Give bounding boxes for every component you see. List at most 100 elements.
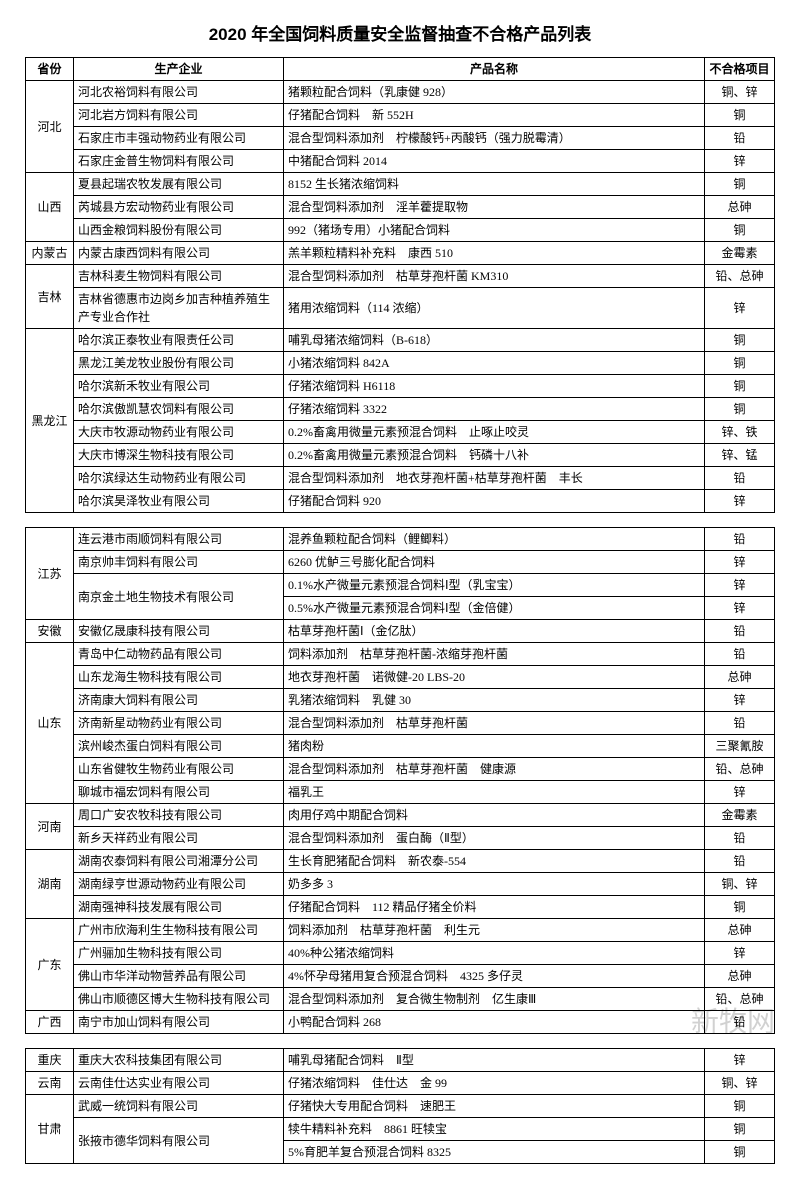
cell-company: 周口广安农牧科技有限公司 <box>74 804 284 827</box>
cell-item: 铜 <box>705 375 775 398</box>
table-row: 山东龙海生物科技有限公司地衣芽孢杆菌 诺微健-20 LBS-20总砷 <box>26 666 775 689</box>
cell-product: 5%育肥羊复合预混合饲料 8325 <box>284 1141 705 1164</box>
cell-company: 广州骊加生物科技有限公司 <box>74 942 284 965</box>
cell-company: 张掖市德华饲料有限公司 <box>74 1118 284 1164</box>
cell-item: 锌 <box>705 551 775 574</box>
cell-company: 湖南农泰饲料有限公司湘潭分公司 <box>74 850 284 873</box>
table-row: 新乡天祥药业有限公司混合型饲料添加剂 蛋白酶（Ⅱ型）铅 <box>26 827 775 850</box>
cell-product: 0.2%畜禽用微量元素预混合饲料 止啄止咬灵 <box>284 421 705 444</box>
cell-product: 仔猪快大专用配合饲料 速肥王 <box>284 1095 705 1118</box>
cell-company: 滨州峻杰蛋白饲料有限公司 <box>74 735 284 758</box>
cell-product: 混合型饲料添加剂 枯草芽孢杆菌 健康源 <box>284 758 705 781</box>
table-row: 河北河北农裕饲料有限公司猪颗粒配合饲料（乳康健 928）铜、锌 <box>26 81 775 104</box>
table-row: 张掖市德华饲料有限公司犊牛精料补充料 8861 旺犊宝铜 <box>26 1118 775 1141</box>
page-title: 2020 年全国饲料质量安全监督抽查不合格产品列表 <box>25 20 775 45</box>
cell-product: 992（猪场专用）小猪配合饲料 <box>284 219 705 242</box>
cell-product: 枯草芽孢杆菌Ⅰ（金亿肽） <box>284 620 705 643</box>
table-row: 广州骊加生物科技有限公司40%种公猪浓缩饲料锌 <box>26 942 775 965</box>
cell-item: 铅 <box>705 528 775 551</box>
cell-item: 总砷 <box>705 965 775 988</box>
cell-province: 山东 <box>26 643 74 804</box>
cell-company: 吉林科麦生物饲料有限公司 <box>74 265 284 288</box>
col-product: 产品名称 <box>284 58 705 81</box>
cell-province: 湖南 <box>26 850 74 919</box>
cell-company: 大庆市牧源动物药业有限公司 <box>74 421 284 444</box>
table-row: 安徽安徽亿晟康科技有限公司枯草芽孢杆菌Ⅰ（金亿肽）铅 <box>26 620 775 643</box>
cell-product: 仔猪配合饲料 112 精品仔猪全价料 <box>284 896 705 919</box>
section-spacer <box>26 1034 775 1049</box>
cell-product: 犊牛精料补充料 8861 旺犊宝 <box>284 1118 705 1141</box>
cell-province: 广西 <box>26 1011 74 1034</box>
cell-item: 铜 <box>705 398 775 421</box>
cell-company: 济南康大饲料有限公司 <box>74 689 284 712</box>
cell-product: 8152 生长猪浓缩饲料 <box>284 173 705 196</box>
cell-company: 青岛中仁动物药品有限公司 <box>74 643 284 666</box>
cell-item: 铅 <box>705 620 775 643</box>
cell-item: 铜 <box>705 1095 775 1118</box>
table-row: 滨州峻杰蛋白饲料有限公司猪肉粉三聚氰胺 <box>26 735 775 758</box>
table-row: 山东青岛中仁动物药品有限公司饲料添加剂 枯草芽孢杆菌-浓缩芽孢杆菌铅 <box>26 643 775 666</box>
cell-item: 锌 <box>705 574 775 597</box>
cell-item: 铜 <box>705 104 775 127</box>
table-row: 大庆市牧源动物药业有限公司0.2%畜禽用微量元素预混合饲料 止啄止咬灵锌、铁 <box>26 421 775 444</box>
cell-product: 猪用浓缩饲料（114 浓缩） <box>284 288 705 329</box>
table-row: 内蒙古内蒙古康西饲料有限公司羔羊颗粒精料补充料 康西 510金霉素 <box>26 242 775 265</box>
cell-product: 混合型饲料添加剂 地衣芽孢杆菌+枯草芽孢杆菌 丰长 <box>284 467 705 490</box>
cell-product: 仔猪浓缩饲料 佳仕达 金 99 <box>284 1072 705 1095</box>
table-row: 吉林吉林科麦生物饲料有限公司混合型饲料添加剂 枯草芽孢杆菌 KM310铅、总砷 <box>26 265 775 288</box>
cell-item: 铅、总砷 <box>705 988 775 1011</box>
cell-company: 山东龙海生物科技有限公司 <box>74 666 284 689</box>
cell-company: 连云港市雨顺饲料有限公司 <box>74 528 284 551</box>
cell-item: 铜 <box>705 1118 775 1141</box>
table-row: 重庆重庆大农科技集团有限公司哺乳母猪配合饲料 Ⅱ型锌 <box>26 1049 775 1072</box>
cell-product: 福乳王 <box>284 781 705 804</box>
data-table: 省份 生产企业 产品名称 不合格项目 河北河北农裕饲料有限公司猪颗粒配合饲料（乳… <box>25 57 775 1164</box>
cell-company: 云南佳仕达实业有限公司 <box>74 1072 284 1095</box>
cell-item: 铅 <box>705 127 775 150</box>
cell-product: 地衣芽孢杆菌 诺微健-20 LBS-20 <box>284 666 705 689</box>
cell-company: 内蒙古康西饲料有限公司 <box>74 242 284 265</box>
cell-company: 大庆市博深生物科技有限公司 <box>74 444 284 467</box>
cell-province: 黑龙江 <box>26 329 74 513</box>
cell-company: 石家庄金普生物饲料有限公司 <box>74 150 284 173</box>
cell-company: 南宁市加山饲料有限公司 <box>74 1011 284 1034</box>
cell-company: 哈尔滨正泰牧业有限责任公司 <box>74 329 284 352</box>
cell-province: 河南 <box>26 804 74 850</box>
cell-item: 铅 <box>705 1011 775 1034</box>
cell-province: 内蒙古 <box>26 242 74 265</box>
cell-province: 甘肃 <box>26 1095 74 1164</box>
table-row: 山西金粮饲料股份有限公司992（猪场专用）小猪配合饲料铜 <box>26 219 775 242</box>
cell-product: 混合型饲料添加剂 淫羊藿提取物 <box>284 196 705 219</box>
table-row: 济南康大饲料有限公司乳猪浓缩饲料 乳健 30锌 <box>26 689 775 712</box>
cell-product: 乳猪浓缩饲料 乳健 30 <box>284 689 705 712</box>
cell-product: 奶多多 3 <box>284 873 705 896</box>
table-row: 黑龙江哈尔滨正泰牧业有限责任公司哺乳母猪浓缩饲料（B-618）铜 <box>26 329 775 352</box>
cell-company: 重庆大农科技集团有限公司 <box>74 1049 284 1072</box>
table-row: 芮城县方宏动物药业有限公司混合型饲料添加剂 淫羊藿提取物总砷 <box>26 196 775 219</box>
cell-product: 猪肉粉 <box>284 735 705 758</box>
cell-item: 铜、锌 <box>705 81 775 104</box>
cell-product: 饲料添加剂 枯草芽孢杆菌-浓缩芽孢杆菌 <box>284 643 705 666</box>
table-row: 湖南强神科技发展有限公司仔猪配合饲料 112 精品仔猪全价料铜 <box>26 896 775 919</box>
cell-product: 仔猪浓缩饲料 3322 <box>284 398 705 421</box>
table-row: 广西南宁市加山饲料有限公司小鸭配合饲料 268铅 <box>26 1011 775 1034</box>
cell-item: 锌 <box>705 597 775 620</box>
cell-item: 铅、总砷 <box>705 265 775 288</box>
cell-item: 金霉素 <box>705 804 775 827</box>
table-row: 佛山市华洋动物营养品有限公司4%怀孕母猪用复合预混合饲料 4325 多仔灵总砷 <box>26 965 775 988</box>
cell-item: 铜、锌 <box>705 1072 775 1095</box>
cell-province: 安徽 <box>26 620 74 643</box>
cell-item: 铅 <box>705 712 775 735</box>
table-row: 河南周口广安农牧科技有限公司肉用仔鸡中期配合饲料金霉素 <box>26 804 775 827</box>
cell-product: 羔羊颗粒精料补充料 康西 510 <box>284 242 705 265</box>
table-row: 广东广州市欣海利生生物科技有限公司饲料添加剂 枯草芽孢杆菌 利生元总砷 <box>26 919 775 942</box>
cell-company: 广州市欣海利生生物科技有限公司 <box>74 919 284 942</box>
cell-company: 安徽亿晟康科技有限公司 <box>74 620 284 643</box>
table-row: 佛山市顺德区博大生物科技有限公司混合型饲料添加剂 复合微生物制剂 亿生康Ⅲ铅、总… <box>26 988 775 1011</box>
cell-product: 小猪浓缩饲料 842A <box>284 352 705 375</box>
header-row: 省份 生产企业 产品名称 不合格项目 <box>26 58 775 81</box>
cell-company: 聊城市福宏饲料有限公司 <box>74 781 284 804</box>
cell-item: 铜 <box>705 352 775 375</box>
table-row: 山西夏县起瑞农牧发展有限公司8152 生长猪浓缩饲料铜 <box>26 173 775 196</box>
cell-item: 铅 <box>705 827 775 850</box>
